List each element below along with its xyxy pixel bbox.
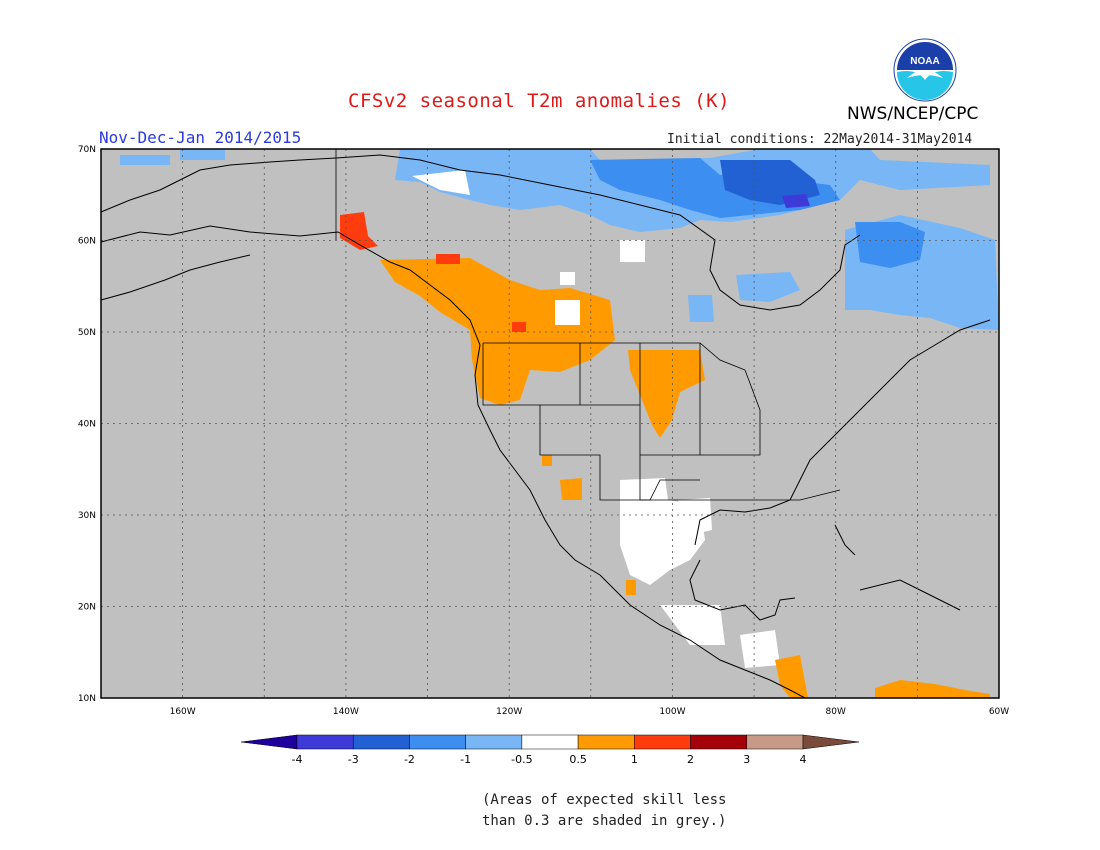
warm-anomaly-southwest bbox=[542, 455, 582, 500]
initial-conditions: Initial conditions: 22May2014-31May2014 bbox=[667, 132, 973, 147]
lon-label: 100W bbox=[659, 707, 685, 717]
neutral-texas bbox=[678, 498, 712, 535]
colorbar-tick-label: -1 bbox=[460, 753, 471, 766]
colorbar-swatch bbox=[577, 734, 635, 750]
lat-label: 30N bbox=[78, 511, 96, 521]
noaa-logo-text: NOAA bbox=[910, 56, 939, 67]
political-borders bbox=[335, 149, 841, 501]
warm-anomaly-central-am bbox=[775, 655, 808, 698]
footnote-line-1: (Areas of expected skill less bbox=[482, 792, 727, 808]
cold-anomaly-core bbox=[782, 194, 810, 208]
colorbar-arrow-low bbox=[240, 734, 298, 750]
footnote-line-2: than 0.3 are shaded in grey.) bbox=[482, 813, 727, 829]
lat-label: 10N bbox=[78, 694, 96, 704]
colorbar-tick-label: -4 bbox=[292, 753, 303, 766]
noaa-logo-icon: NOAA bbox=[893, 38, 957, 102]
cold-anomaly-great-lakes bbox=[688, 295, 714, 322]
graticule bbox=[101, 149, 999, 698]
colorbar-tick-label: 0.5 bbox=[569, 753, 587, 766]
colorbar-swatch bbox=[409, 734, 466, 750]
neutral-arctic bbox=[412, 170, 470, 195]
lon-label: 160W bbox=[170, 707, 196, 717]
colorbar-swatch bbox=[634, 734, 691, 750]
warm-anomaly-mexico-pac bbox=[626, 580, 636, 595]
colorbar-tick-label: -3 bbox=[348, 753, 359, 766]
cold-anomaly-west bbox=[120, 150, 225, 165]
cold-anomaly-quebec-deep bbox=[855, 222, 925, 268]
warm-anomaly-pacific-nw bbox=[380, 258, 615, 405]
skill-footnote: (Areas of expected skill less than 0.3 a… bbox=[482, 790, 726, 832]
colorbar-swatch bbox=[465, 734, 523, 750]
neutral-pacific-nw bbox=[555, 272, 580, 325]
longitude-labels: 160W 140W 120W 100W 80W 60W bbox=[170, 707, 1010, 717]
warm-anomaly-caribbean bbox=[875, 680, 990, 698]
cold-anomaly-hudson bbox=[736, 272, 800, 302]
lat-label: 70N bbox=[78, 145, 96, 155]
lon-label: 80W bbox=[826, 707, 846, 717]
colorbar-swatch bbox=[296, 734, 354, 750]
agency-label: NWS/NCEP/CPC bbox=[847, 104, 979, 124]
lat-label: 20N bbox=[78, 603, 96, 613]
colorbar-tick-label: 4 bbox=[800, 753, 807, 766]
colorbar-tick-label: -0.5 bbox=[511, 753, 532, 766]
lat-label: 60N bbox=[78, 237, 96, 247]
map-frame bbox=[100, 148, 1000, 699]
cold-anomaly-arctic-deepest bbox=[720, 160, 820, 205]
colorbar-arrow-high bbox=[802, 734, 860, 750]
lon-label: 60W bbox=[989, 707, 1009, 717]
colorbar-tick-label: 1 bbox=[631, 753, 638, 766]
hot-anomaly-alaska bbox=[340, 212, 378, 250]
neutral-yucatan bbox=[660, 605, 725, 645]
colorbar-tick-label: 3 bbox=[743, 753, 750, 766]
neutral-central-am bbox=[740, 630, 780, 668]
map-title: CFSv2 seasonal T2m anomalies (K) bbox=[348, 90, 731, 112]
colorbar-swatch bbox=[521, 734, 579, 750]
colorbar bbox=[240, 734, 860, 750]
anomaly-shading bbox=[120, 149, 999, 698]
neutral-hudson-north bbox=[620, 240, 645, 262]
lon-label: 140W bbox=[333, 707, 359, 717]
colorbar-swatch bbox=[690, 734, 748, 750]
colorbar-swatch bbox=[746, 734, 804, 750]
coastlines bbox=[100, 154, 991, 699]
colorbar-tick-label: -2 bbox=[404, 753, 415, 766]
warm-anomaly-plains bbox=[628, 350, 705, 438]
forecast-period: Nov-Dec-Jan 2014/2015 bbox=[99, 128, 302, 147]
hot-anomaly-bc bbox=[436, 254, 526, 332]
lat-label: 40N bbox=[78, 420, 96, 430]
lon-label: 120W bbox=[496, 707, 522, 717]
lat-label: 50N bbox=[78, 328, 96, 338]
colorbar-labels: -4 -3 -2 -1 -0.5 0.5 1 2 3 4 bbox=[292, 753, 807, 766]
colorbar-tick-label: 2 bbox=[687, 753, 694, 766]
colorbar-swatch bbox=[352, 734, 410, 750]
latitude-labels: 70N 60N 50N 40N 30N 20N 10N bbox=[78, 145, 96, 704]
